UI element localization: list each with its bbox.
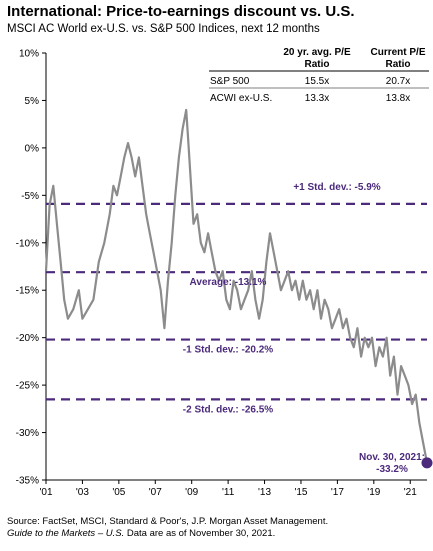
chart-axes: 10% 5% 0% -5% -10% -15% -20% -25% -30% -35%'01 '03… xyxy=(16,49,427,498)
x-tick-label: '21 xyxy=(404,487,417,498)
source-guide-title: Guide to the Markets – U.S. xyxy=(7,528,125,539)
x-tick-label: '11 xyxy=(222,487,235,498)
x-tick-label: '15 xyxy=(294,487,307,498)
reference-labels: +1 Std. dev.: -5.9% Average: -13.1% -1 Std… xyxy=(183,182,381,415)
y-tick-label: -25% xyxy=(16,381,39,392)
x-tick-label: '17 xyxy=(331,487,344,498)
reference-label: -2 Std. dev.: -26.5% xyxy=(183,404,274,415)
x-tick-label: '03 xyxy=(76,487,89,498)
x-tick-label: '01 xyxy=(39,487,52,498)
annotation-date: Nov. 30, 2021: xyxy=(359,452,425,463)
y-tick-label: -5% xyxy=(21,191,39,202)
annotation-value: -33.2% xyxy=(376,464,408,475)
table-cell-acwi-avg: 13.3x xyxy=(305,93,329,104)
source-note: Source: FactSet, MSCI, Standard & Poor's… xyxy=(7,516,328,540)
reference-label: Average: -13.1% xyxy=(190,277,267,288)
x-tick-label: '07 xyxy=(149,487,162,498)
reference-label: -1 Std. dev.: -20.2% xyxy=(183,345,274,356)
x-tick-label: '05 xyxy=(112,487,125,498)
chart-subtitle: MSCI AC World ex-U.S. vs. S&P 500 Indice… xyxy=(7,23,320,35)
table-background xyxy=(204,45,431,105)
x-tick-label: '13 xyxy=(258,487,271,498)
table-header-current: Current P/E xyxy=(370,47,425,58)
x-tick-label: '09 xyxy=(185,487,198,498)
reference-lines xyxy=(46,202,427,401)
y-tick-label: 0% xyxy=(25,143,40,154)
plot-series xyxy=(44,108,433,469)
pe-ratio-table: 20 yr. avg. P/E Ratio Current P/E Ratio … xyxy=(204,45,431,105)
y-tick-label: -20% xyxy=(16,333,39,344)
endpoint-annotation: Nov. 30, 2021: -33.2% xyxy=(359,452,425,475)
source-date-text: Data are as of November 30, 2021. xyxy=(124,528,276,539)
table-cell-sp500-current: 20.7x xyxy=(386,76,410,87)
y-tick-label: -10% xyxy=(16,238,39,249)
endpoint-marker xyxy=(421,457,433,469)
series-line-discount xyxy=(44,108,429,464)
x-tick-label: '19 xyxy=(367,487,380,498)
table-row-label-sp500: S&P 500 xyxy=(210,76,250,87)
chart-title: International: Price-to-earnings discoun… xyxy=(7,3,355,20)
source-line-1: Source: FactSet, MSCI, Standard & Poor's… xyxy=(7,516,329,527)
table-header-avg: 20 yr. avg. P/E xyxy=(283,47,351,58)
table-cell-sp500-avg: 15.5x xyxy=(305,76,329,87)
table-header-avg-2: Ratio xyxy=(305,59,330,70)
table-header-current-2: Ratio xyxy=(386,59,411,70)
table-cell-acwi-current: 13.8x xyxy=(386,93,410,104)
y-tick-label: -30% xyxy=(16,428,39,439)
y-tick-label: 10% xyxy=(19,49,39,60)
source-line-2: Guide to the Markets – U.S. Data are as … xyxy=(7,528,328,540)
y-tick-label: -35% xyxy=(16,476,39,487)
table-row-label-acwi: ACWI ex-U.S. xyxy=(210,93,272,104)
y-tick-label: -15% xyxy=(16,286,39,297)
y-tick-label: 5% xyxy=(25,96,40,107)
reference-label: +1 Std. dev.: -5.9% xyxy=(293,182,380,193)
